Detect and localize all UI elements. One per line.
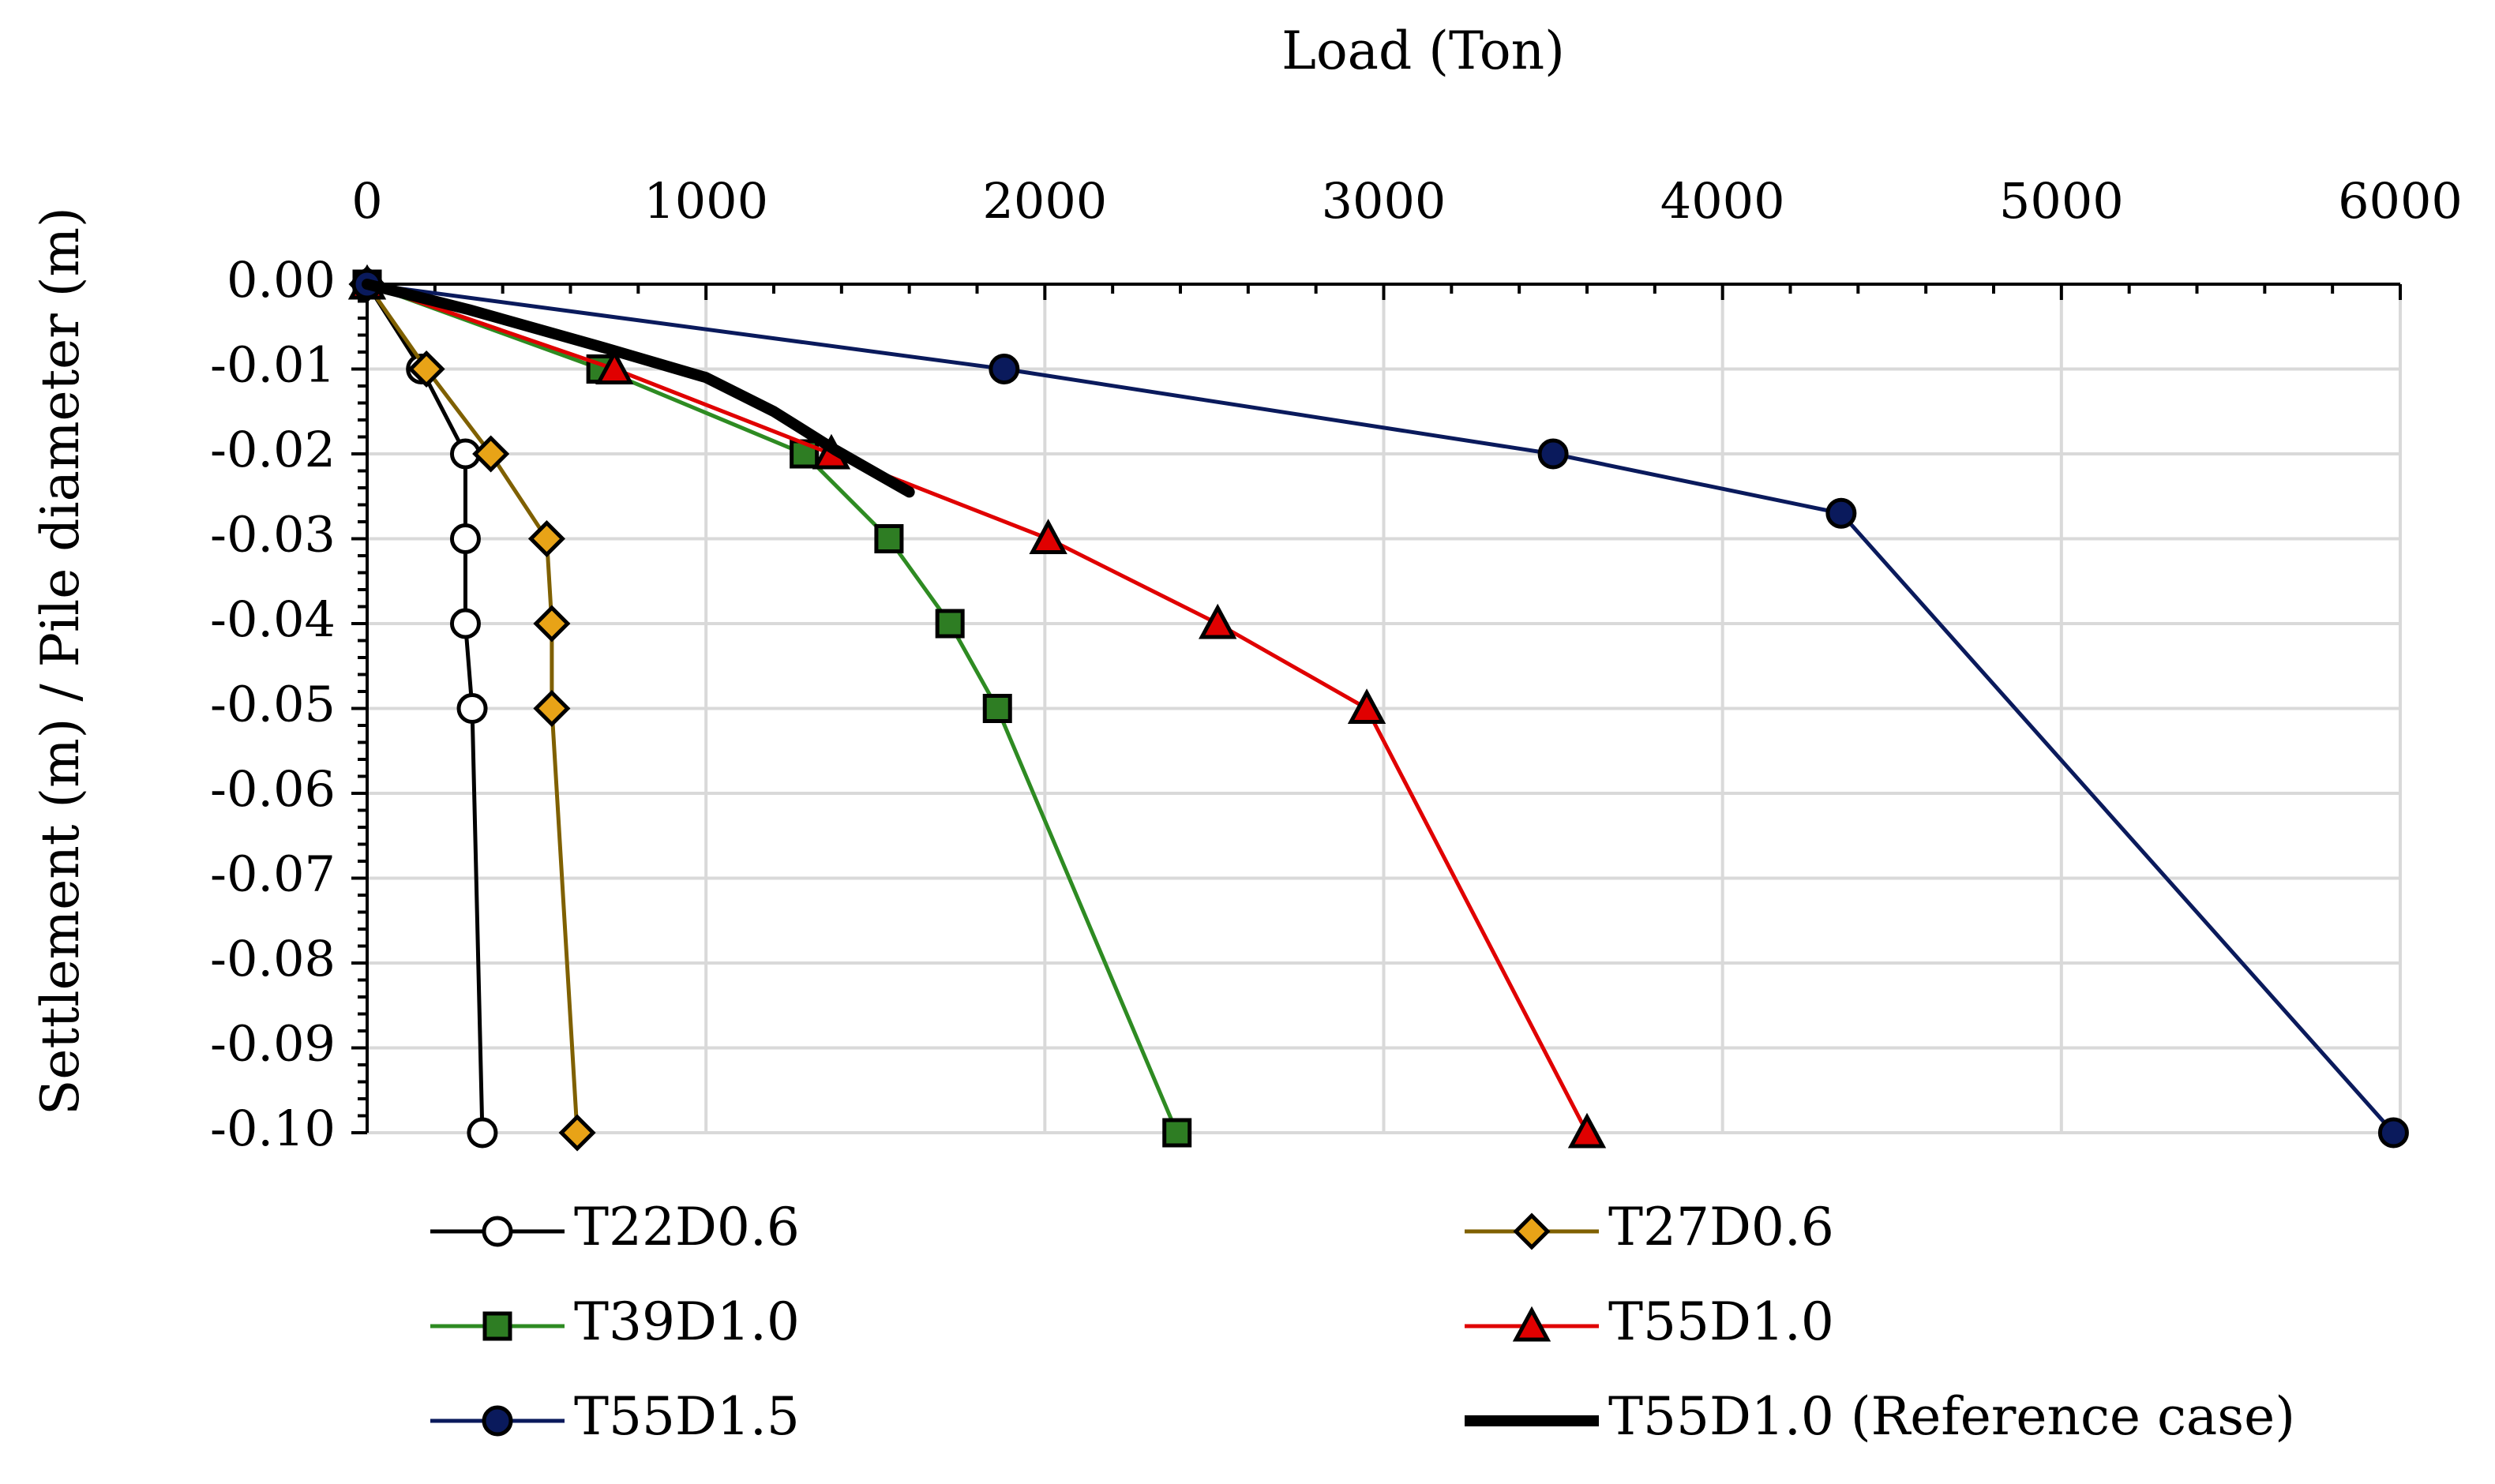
data-point-t22d0-6	[449, 523, 481, 554]
x-tick-label: 6000	[2338, 172, 2463, 230]
series-layer	[347, 264, 2409, 1152]
y-tick-label: -0.10	[210, 1100, 336, 1157]
legend-layer: T22D0.6 T27D0.6 T39D1.0 T55D1.0 T55D1.5 T55D1…	[430, 1197, 2295, 1447]
x-tick-label: 4000	[1660, 172, 1785, 230]
data-point-t22d0-6	[449, 608, 481, 639]
y-tick-label: -0.05	[210, 676, 336, 733]
data-point-t22d0-6	[467, 1117, 498, 1149]
x-axis-title: Load (Ton)	[1281, 21, 1565, 81]
legend-item-t55d1-0-reference-case: T55D1.0 (Reference case)	[1465, 1386, 2295, 1447]
data-point-t27d0-6	[472, 435, 510, 473]
series-t55d1-5	[351, 268, 2409, 1149]
x-tick-label: 3000	[1322, 172, 1446, 230]
legend-label-t55d1-0: T55D1.0	[1608, 1291, 1834, 1352]
data-point-t27d0-6	[558, 1114, 596, 1152]
y-tick-label: -0.01	[210, 336, 336, 394]
legend-item-t55d1-0: T55D1.0	[1465, 1291, 1834, 1352]
data-point-t22d0-6	[456, 693, 488, 724]
x-tick-label: 0	[351, 172, 382, 230]
y-tick-label: -0.06	[210, 760, 336, 818]
legend-item-t39d1-0: T39D1.0	[430, 1291, 800, 1352]
data-point-t55d1-5	[1825, 497, 1857, 529]
data-point-t39d1-0	[1162, 1118, 1192, 1148]
x-tick-label: 2000	[982, 172, 1107, 230]
data-point-t39d1-0	[982, 694, 1012, 723]
legend-marker-t55d1-5	[482, 1405, 513, 1437]
axis-layer: 0 1000 2000 3000 4000 5000 6000 0.00 -0.01 -0.02 -…	[30, 21, 2463, 1157]
data-point-t39d1-0	[874, 524, 904, 553]
legend-item-t22d0-6: T22D0.6	[430, 1197, 800, 1257]
y-tick-label: -0.02	[210, 421, 336, 478]
y-tick-label: -0.07	[210, 845, 336, 903]
legend-label-t39d1-0: T39D1.0	[574, 1291, 800, 1352]
y-tick-label: -0.08	[210, 930, 336, 987]
legend-marker-t22d0-6	[482, 1216, 513, 1247]
y-axis-title: Settlement (m) / Pile diameter (m)	[30, 207, 91, 1115]
legend-marker-t27d0-6	[1513, 1212, 1551, 1250]
data-point-t55d1-0	[1029, 519, 1067, 554]
legend-marker-t39d1-0	[482, 1311, 512, 1341]
data-point-t55d1-0	[1567, 1112, 1607, 1149]
y-tick-label: -0.04	[210, 590, 336, 648]
data-point-t55d1-5	[2377, 1117, 2409, 1149]
legend-label-t22d0-6: T22D0.6	[574, 1197, 800, 1257]
data-point-t55d1-5	[1537, 438, 1569, 470]
y-tick-label: -0.09	[210, 1015, 336, 1073]
legend-item-t55d1-5: T55D1.5	[430, 1386, 800, 1447]
y-tick-label: 0.00	[227, 251, 336, 309]
grid-layer	[367, 284, 2402, 1134]
y-tick-label: -0.03	[210, 506, 336, 564]
x-tick-label: 5000	[1999, 172, 2124, 230]
data-point-t55d1-5	[989, 354, 1020, 384]
series-line-t55d1-0-reference-case	[362, 279, 915, 498]
legend-label-t55d1-5: T55D1.5	[574, 1386, 800, 1447]
legend-marker-t55d1-0	[1512, 1306, 1551, 1342]
legend-label-t27d0-6: T27D0.6	[1608, 1197, 1834, 1257]
series-t55d1-0-reference-case	[362, 279, 915, 498]
data-point-t27d0-6	[527, 519, 565, 558]
legend-label-t55d1-0-reference-case: T55D1.0 (Reference case)	[1608, 1386, 2295, 1447]
data-point-t55d1-0	[1199, 603, 1237, 639]
data-point-t27d0-6	[533, 689, 571, 728]
data-point-t39d1-0	[935, 609, 965, 639]
data-point-t27d0-6	[407, 350, 445, 388]
data-point-t55d1-0	[595, 349, 634, 384]
legend-item-t27d0-6: T27D0.6	[1465, 1197, 1834, 1257]
x-tick-label: 1000	[643, 172, 768, 230]
data-point-t27d0-6	[533, 605, 571, 643]
data-point-t55d1-0	[1347, 688, 1386, 724]
